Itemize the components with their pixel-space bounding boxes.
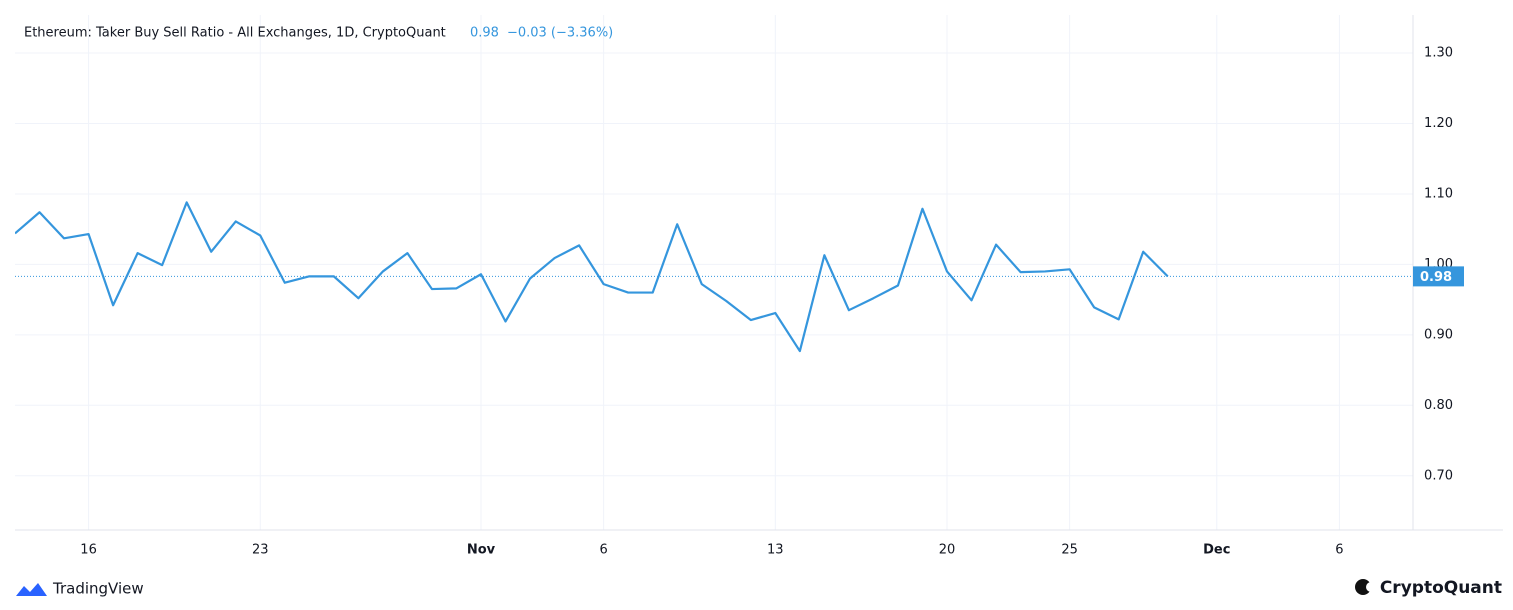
- x-tick-label: 20: [939, 543, 956, 558]
- last-value-tag: [1413, 266, 1464, 287]
- tv-icon: [16, 583, 47, 596]
- last-value: 0.98: [470, 26, 499, 41]
- change: −0.03 (−3.36%): [507, 26, 613, 41]
- y-tick-label: 1.20: [1424, 116, 1453, 131]
- x-tick-label: 25: [1061, 543, 1078, 558]
- y-tick-label: 0.90: [1424, 327, 1453, 342]
- y-tick-label: 0.70: [1424, 468, 1453, 483]
- y-tick-label: 1.30: [1424, 46, 1453, 61]
- x-tick-label: Nov: [467, 543, 496, 558]
- x-tick-label: 16: [80, 543, 97, 558]
- x-tick-label: 13: [767, 543, 784, 558]
- x-tick-label: Dec: [1203, 543, 1230, 558]
- x-tick-label: 23: [252, 543, 269, 558]
- y-tick-label: 0.80: [1424, 398, 1453, 413]
- last-value-tag-label: 0.98: [1420, 270, 1452, 285]
- cryptoquant-logo: CryptoQuant: [1355, 578, 1502, 598]
- x-tick-label: 6: [1335, 543, 1343, 558]
- x-tick-label: 6: [599, 543, 607, 558]
- y-tick-label: 1.10: [1424, 186, 1453, 201]
- tv-text: TradingView: [52, 580, 144, 598]
- cq-icon-cut: [1366, 582, 1376, 592]
- tradingview-logo: TradingView: [16, 580, 144, 598]
- cq-text: CryptoQuant: [1380, 578, 1502, 598]
- chart-title: Ethereum: Taker Buy Sell Ratio - All Exc…: [24, 26, 446, 41]
- plot: [15, 201, 1169, 353]
- series-line: [15, 201, 1169, 353]
- cq-icon: [1355, 579, 1371, 595]
